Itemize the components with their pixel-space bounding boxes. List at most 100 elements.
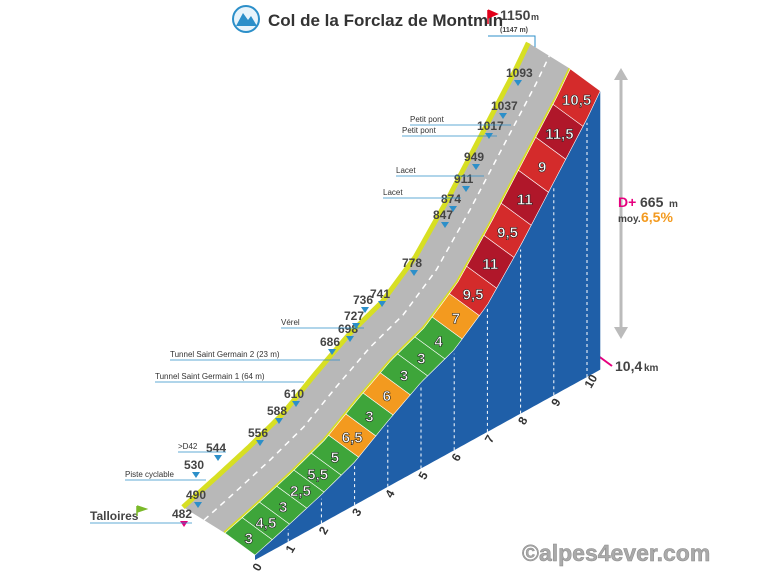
waypoint-marker xyxy=(275,418,283,424)
gradient-label: 9,5 xyxy=(497,225,518,242)
waypoint-marker xyxy=(328,349,336,355)
waypoint-marker xyxy=(499,113,507,119)
front-face xyxy=(255,90,601,560)
waypoint-altitude: 949 xyxy=(464,150,484,164)
gradient-label: 6,5 xyxy=(342,430,363,447)
waypoint-marker xyxy=(514,80,522,86)
waypoint-marker xyxy=(192,472,200,478)
waypoint-marker xyxy=(462,186,470,192)
logo-mountain xyxy=(236,13,257,26)
waypoint-marker xyxy=(449,206,457,212)
waypoint-label: Lacet xyxy=(396,166,416,175)
start-flag xyxy=(136,505,149,516)
waypoint-altitude: 588 xyxy=(267,404,287,418)
gradient-label: 3 xyxy=(417,350,425,367)
gradient-label: 11,5 xyxy=(545,126,573,143)
waypoint-marker xyxy=(346,336,354,342)
summit-unit: m xyxy=(531,12,539,22)
gradient-label: 5,5 xyxy=(307,467,328,484)
gradient-label: 9 xyxy=(538,159,546,176)
waypoint-marker xyxy=(378,301,386,307)
waypoint-altitude: 1093 xyxy=(506,66,533,80)
waypoint-marker xyxy=(361,307,369,313)
watermark: ©alpes4ever.com xyxy=(522,540,710,566)
waypoint-label: Tunnel Saint Germain 1 (64 m) xyxy=(155,372,265,381)
waypoint-altitude: 736 xyxy=(353,293,373,307)
gradient-label: 4 xyxy=(434,333,443,350)
waypoint-marker xyxy=(194,502,202,508)
summit-note: (1147 m) xyxy=(500,27,528,34)
waypoint-altitude: 556 xyxy=(248,426,268,440)
waypoint-marker xyxy=(410,270,418,276)
gradient-label: 3 xyxy=(400,368,408,385)
gradient-label: 3 xyxy=(244,530,252,547)
km-label: 6 xyxy=(449,451,465,464)
waypoint-label: Talloires xyxy=(90,509,139,523)
gradient-label: 11 xyxy=(517,192,533,209)
waypoint-altitude: 1017 xyxy=(477,119,504,133)
gain-value: 665 xyxy=(640,194,664,210)
summit-flag xyxy=(487,9,499,24)
waypoint-label: Petit pont xyxy=(410,115,445,124)
km-label: 2 xyxy=(316,524,332,537)
waypoint-marker xyxy=(180,521,188,527)
waypoint-altitude: 544 xyxy=(206,441,226,455)
waypoint-altitude: 847 xyxy=(433,208,453,222)
waypoint-altitude: 490 xyxy=(186,488,206,502)
gradient-label: 3 xyxy=(365,408,373,425)
profile: 01234567891034,532,55,556,53633479,5119,… xyxy=(90,41,601,574)
gradient-label: 5 xyxy=(331,450,339,467)
waypoint-label: Lacet xyxy=(383,188,403,197)
gradient-label: 10,5 xyxy=(562,92,591,109)
waypoint-marker xyxy=(256,440,264,446)
title: Col de la Forclaz de Montmin xyxy=(268,11,503,30)
waypoint-altitude: 727 xyxy=(344,309,364,323)
gain-label: D+ xyxy=(618,194,636,210)
waypoint-altitude: 1037 xyxy=(491,99,518,113)
km-label: 1 xyxy=(283,542,299,555)
waypoint-marker xyxy=(441,222,449,228)
waypoint-marker xyxy=(352,323,360,329)
waypoint-marker xyxy=(472,164,480,170)
km-label: 8 xyxy=(515,414,531,427)
summit-altitude: 1150 xyxy=(500,7,531,23)
gain-unit: m xyxy=(669,199,678,210)
header: Col de la Forclaz de Montmin 1150 m (114… xyxy=(232,5,539,62)
road-centerline xyxy=(203,55,550,521)
waypoint-altitude: 686 xyxy=(320,335,340,349)
avg-value: 6,5% xyxy=(641,209,673,225)
km-label: 9 xyxy=(548,396,564,409)
waypoint-altitude: 874 xyxy=(441,192,461,206)
distance-value: 10,4 xyxy=(615,358,642,374)
waypoint-altitude: 778 xyxy=(402,256,422,270)
km-label: 10 xyxy=(581,372,600,391)
waypoint-altitude: 530 xyxy=(184,458,204,472)
waypoint-label: >D42 xyxy=(178,442,198,451)
waypoint-altitude: 741 xyxy=(370,287,390,301)
km-label: 3 xyxy=(349,506,365,519)
gradient-label: 2,5 xyxy=(290,483,311,500)
km-label: 4 xyxy=(382,487,398,500)
gradient-label: 6 xyxy=(383,388,391,405)
waypoint-label: Piste cyclable xyxy=(125,470,174,479)
waypoint-altitude: 698 xyxy=(338,322,358,336)
km-label: 5 xyxy=(415,469,431,482)
waypoint-altitude: 610 xyxy=(284,387,304,401)
waypoint-altitude: 911 xyxy=(454,172,474,186)
waypoint-marker xyxy=(292,401,300,407)
gradient-label: 7 xyxy=(452,310,460,327)
stats: D+ 665 m moy. 6,5% 10,4 km xyxy=(596,68,678,374)
gradient-label: 9,5 xyxy=(463,287,484,304)
waypoint-altitude: 482 xyxy=(172,507,192,521)
km-label: 0 xyxy=(249,560,265,573)
distance-unit: km xyxy=(644,363,659,374)
waypoint-label: Petit pont xyxy=(402,126,437,135)
waypoint-label: Tunnel Saint Germain 2 (23 m) xyxy=(170,350,280,359)
gradient-label: 4,5 xyxy=(255,515,276,532)
avg-label: moy. xyxy=(618,214,641,225)
gradient-label: 3 xyxy=(279,499,287,516)
gradient-label: 11 xyxy=(482,256,498,273)
gradient-segment xyxy=(552,68,601,127)
waypoint-marker xyxy=(214,455,222,461)
